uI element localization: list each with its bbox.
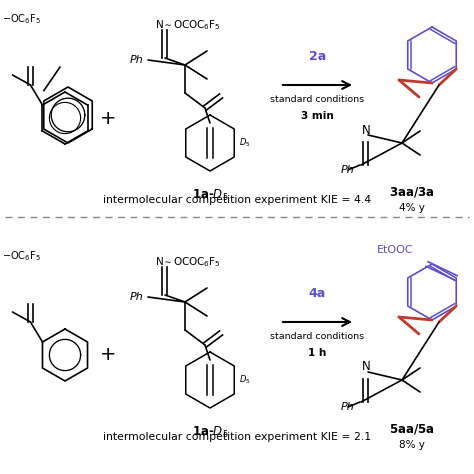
Text: Ph: Ph	[341, 165, 355, 175]
Text: intermolecular competition experiment KIE = 2.1: intermolecular competition experiment KI…	[103, 432, 371, 442]
Text: Ph: Ph	[341, 402, 355, 412]
Text: N: N	[362, 361, 370, 374]
Text: $\mathbf{1a}$-$\mathit{D}_5$: $\mathbf{1a}$-$\mathit{D}_5$	[192, 188, 228, 203]
Text: +: +	[100, 109, 116, 128]
Text: standard conditions: standard conditions	[271, 332, 365, 341]
Text: standard conditions: standard conditions	[271, 95, 365, 104]
Text: N: N	[362, 124, 370, 137]
Text: N$\mathtt{\sim}$OCOC$_6$F$_5$: N$\mathtt{\sim}$OCOC$_6$F$_5$	[155, 18, 221, 32]
Text: $\mathbf{5aa/5a}$: $\mathbf{5aa/5a}$	[389, 422, 435, 436]
Text: +: +	[100, 346, 116, 365]
Text: $\mathbf{3aa/3a}$: $\mathbf{3aa/3a}$	[389, 185, 435, 199]
Text: 4% y: 4% y	[399, 203, 425, 213]
Text: Ph: Ph	[130, 55, 144, 65]
Text: 1 h: 1 h	[309, 348, 327, 358]
Text: 2a: 2a	[309, 50, 326, 63]
Text: 8% y: 8% y	[399, 440, 425, 450]
Text: 4a: 4a	[309, 287, 326, 300]
Text: $D_5$: $D_5$	[239, 374, 251, 386]
Text: $-$OC$_6$F$_5$: $-$OC$_6$F$_5$	[2, 12, 41, 26]
Text: Ph: Ph	[130, 292, 144, 302]
Text: EtOOC: EtOOC	[377, 245, 414, 255]
Text: intermolecular competition experiment KIE = 4.4: intermolecular competition experiment KI…	[103, 195, 371, 205]
Text: $\mathbf{1a}$-$\mathit{D}_5$: $\mathbf{1a}$-$\mathit{D}_5$	[192, 425, 228, 440]
Text: N$\mathtt{\sim}$OCOC$_6$F$_5$: N$\mathtt{\sim}$OCOC$_6$F$_5$	[155, 255, 221, 269]
Text: 3 min: 3 min	[301, 111, 334, 121]
Text: $-$OC$_6$F$_5$: $-$OC$_6$F$_5$	[2, 249, 41, 263]
Text: $D_5$: $D_5$	[239, 137, 251, 149]
